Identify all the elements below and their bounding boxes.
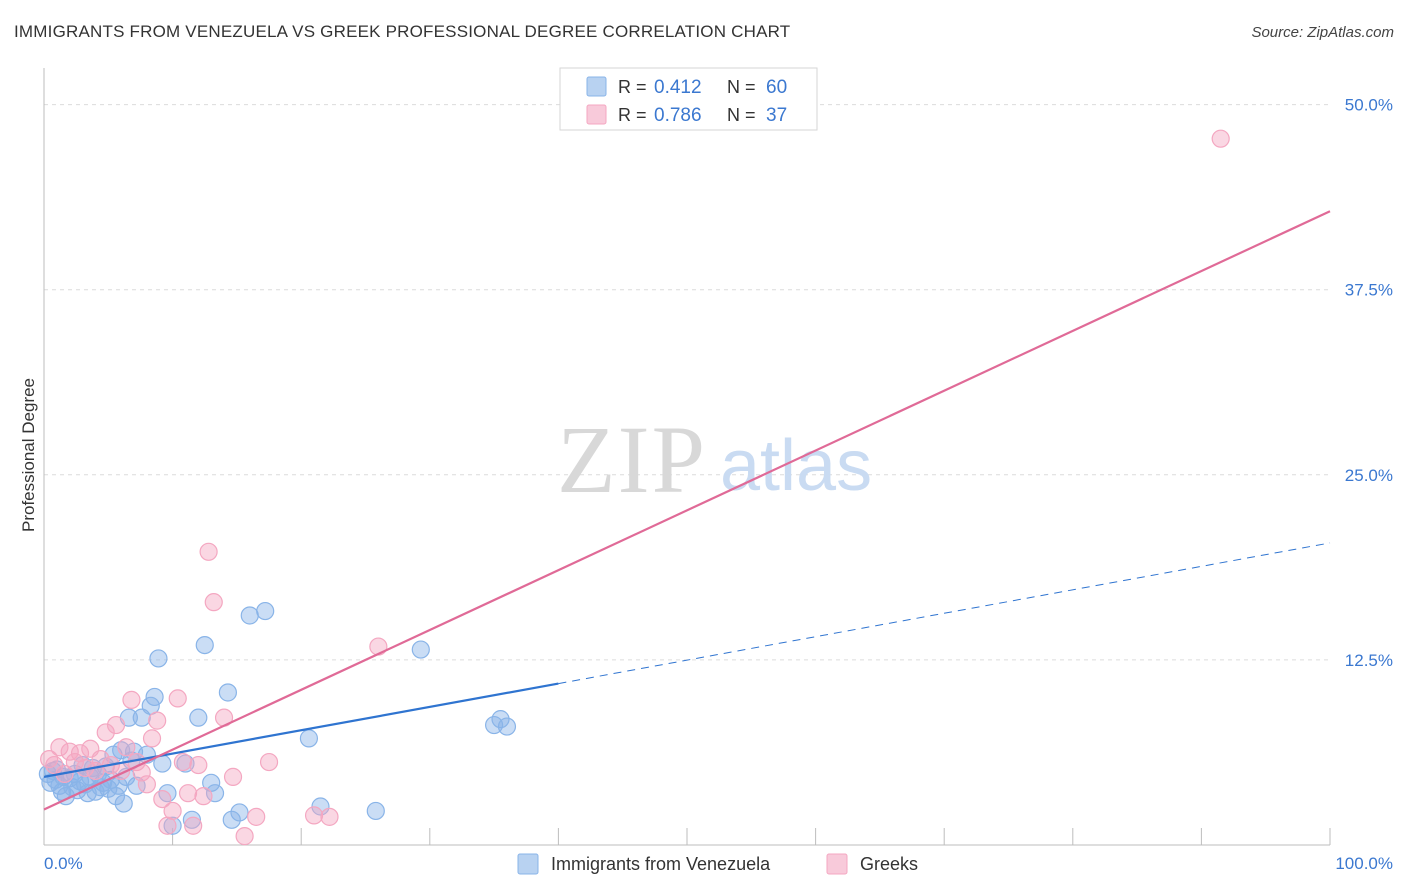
data-point (173, 752, 192, 772)
y-axis-label: Professional Degree (19, 378, 38, 532)
data-point (178, 784, 198, 803)
data-point (122, 690, 141, 709)
data-point (320, 807, 339, 826)
data-point (153, 789, 172, 809)
data-point (230, 803, 249, 822)
legend-series-name: Greeks (860, 854, 918, 874)
data-point (163, 801, 182, 821)
source-label: Source: ZipAtlas.com (1251, 24, 1394, 41)
data-point (148, 711, 167, 730)
data-point (304, 806, 324, 825)
legend-stats: R = 0.412 N = 60 R = 0.786 N = 37 (559, 67, 818, 131)
data-point (50, 738, 69, 757)
data-point (106, 787, 126, 806)
watermark-zip: ZIP (557, 406, 707, 513)
data-point (96, 723, 115, 742)
legend-n-value: 60 (766, 77, 787, 98)
data-point (218, 683, 237, 702)
data-point (194, 787, 213, 806)
data-point (311, 797, 330, 816)
data-point (184, 816, 203, 835)
y-tick-label: 37.5% (1345, 281, 1393, 300)
data-point (1211, 129, 1230, 148)
series-greeks-points (40, 129, 1230, 846)
data-point (204, 593, 223, 612)
legend-r-value: 0.412 (654, 77, 702, 98)
y-tick-labels: 12.5% 25.0% 37.5% 50.0% (1345, 96, 1393, 670)
data-point (299, 729, 319, 748)
data-point (117, 738, 136, 757)
data-point (369, 637, 388, 656)
data-point (114, 794, 133, 813)
legend-series-name: Immigrants from Venezuela (551, 854, 771, 874)
data-point (411, 640, 430, 659)
data-point (199, 542, 218, 561)
data-point (163, 816, 182, 835)
data-point (259, 752, 279, 772)
axes (43, 68, 1331, 846)
y-tick-label: 25.0% (1345, 466, 1393, 485)
data-point (240, 606, 259, 625)
data-point (222, 810, 241, 829)
data-point (223, 767, 243, 786)
legend-r-label: R = (618, 105, 647, 125)
data-point (106, 715, 126, 735)
legend-series-swatch (517, 853, 539, 875)
data-point (189, 755, 208, 775)
data-point (149, 649, 168, 668)
data-point (182, 810, 201, 829)
trend-line-venezuela (43, 682, 559, 778)
legend-series-swatch (826, 853, 848, 875)
data-point (247, 807, 266, 826)
data-point (256, 601, 275, 621)
trend-line-venezuela-extension (558, 542, 1331, 685)
data-point (158, 784, 177, 803)
legend-r-label: R = (618, 77, 647, 97)
data-point (189, 708, 208, 727)
legend-n-value: 37 (766, 105, 787, 126)
legend-stats-swatch (586, 104, 607, 125)
trend-line-greeks (43, 210, 1331, 811)
chart-title: IMMIGRANTS FROM VENEZUELA VS GREEK PROFE… (14, 22, 791, 41)
data-point (491, 710, 510, 729)
y-tick-label: 50.0% (1345, 96, 1393, 115)
data-point (497, 717, 517, 736)
data-point (137, 775, 156, 794)
legend-series: Immigrants from Venezuela Greeks (517, 853, 918, 875)
data-point (205, 784, 225, 803)
data-point (145, 687, 164, 707)
y-tick-label: 12.5% (1345, 651, 1393, 670)
trend-lines (43, 210, 1331, 811)
watermark-atlas: atlas (720, 426, 872, 506)
data-point (235, 827, 254, 846)
data-point (168, 689, 187, 708)
data-point (202, 773, 221, 792)
x-tick-label: 100.0% (1335, 854, 1393, 873)
legend-stats-swatch (586, 76, 607, 97)
legend-n-label: N = (727, 77, 756, 97)
data-point (366, 801, 385, 821)
x-tick-label: 0.0% (44, 854, 83, 873)
data-point (142, 729, 162, 748)
legend-r-value: 0.786 (654, 105, 702, 126)
data-point (40, 750, 59, 769)
x-tick-labels: 0.0% 100.0% (44, 854, 1393, 873)
legend-n-label: N = (727, 105, 756, 125)
grid-lines (44, 104, 1330, 661)
data-point (195, 635, 214, 655)
watermark: ZIP atlas (557, 406, 872, 513)
